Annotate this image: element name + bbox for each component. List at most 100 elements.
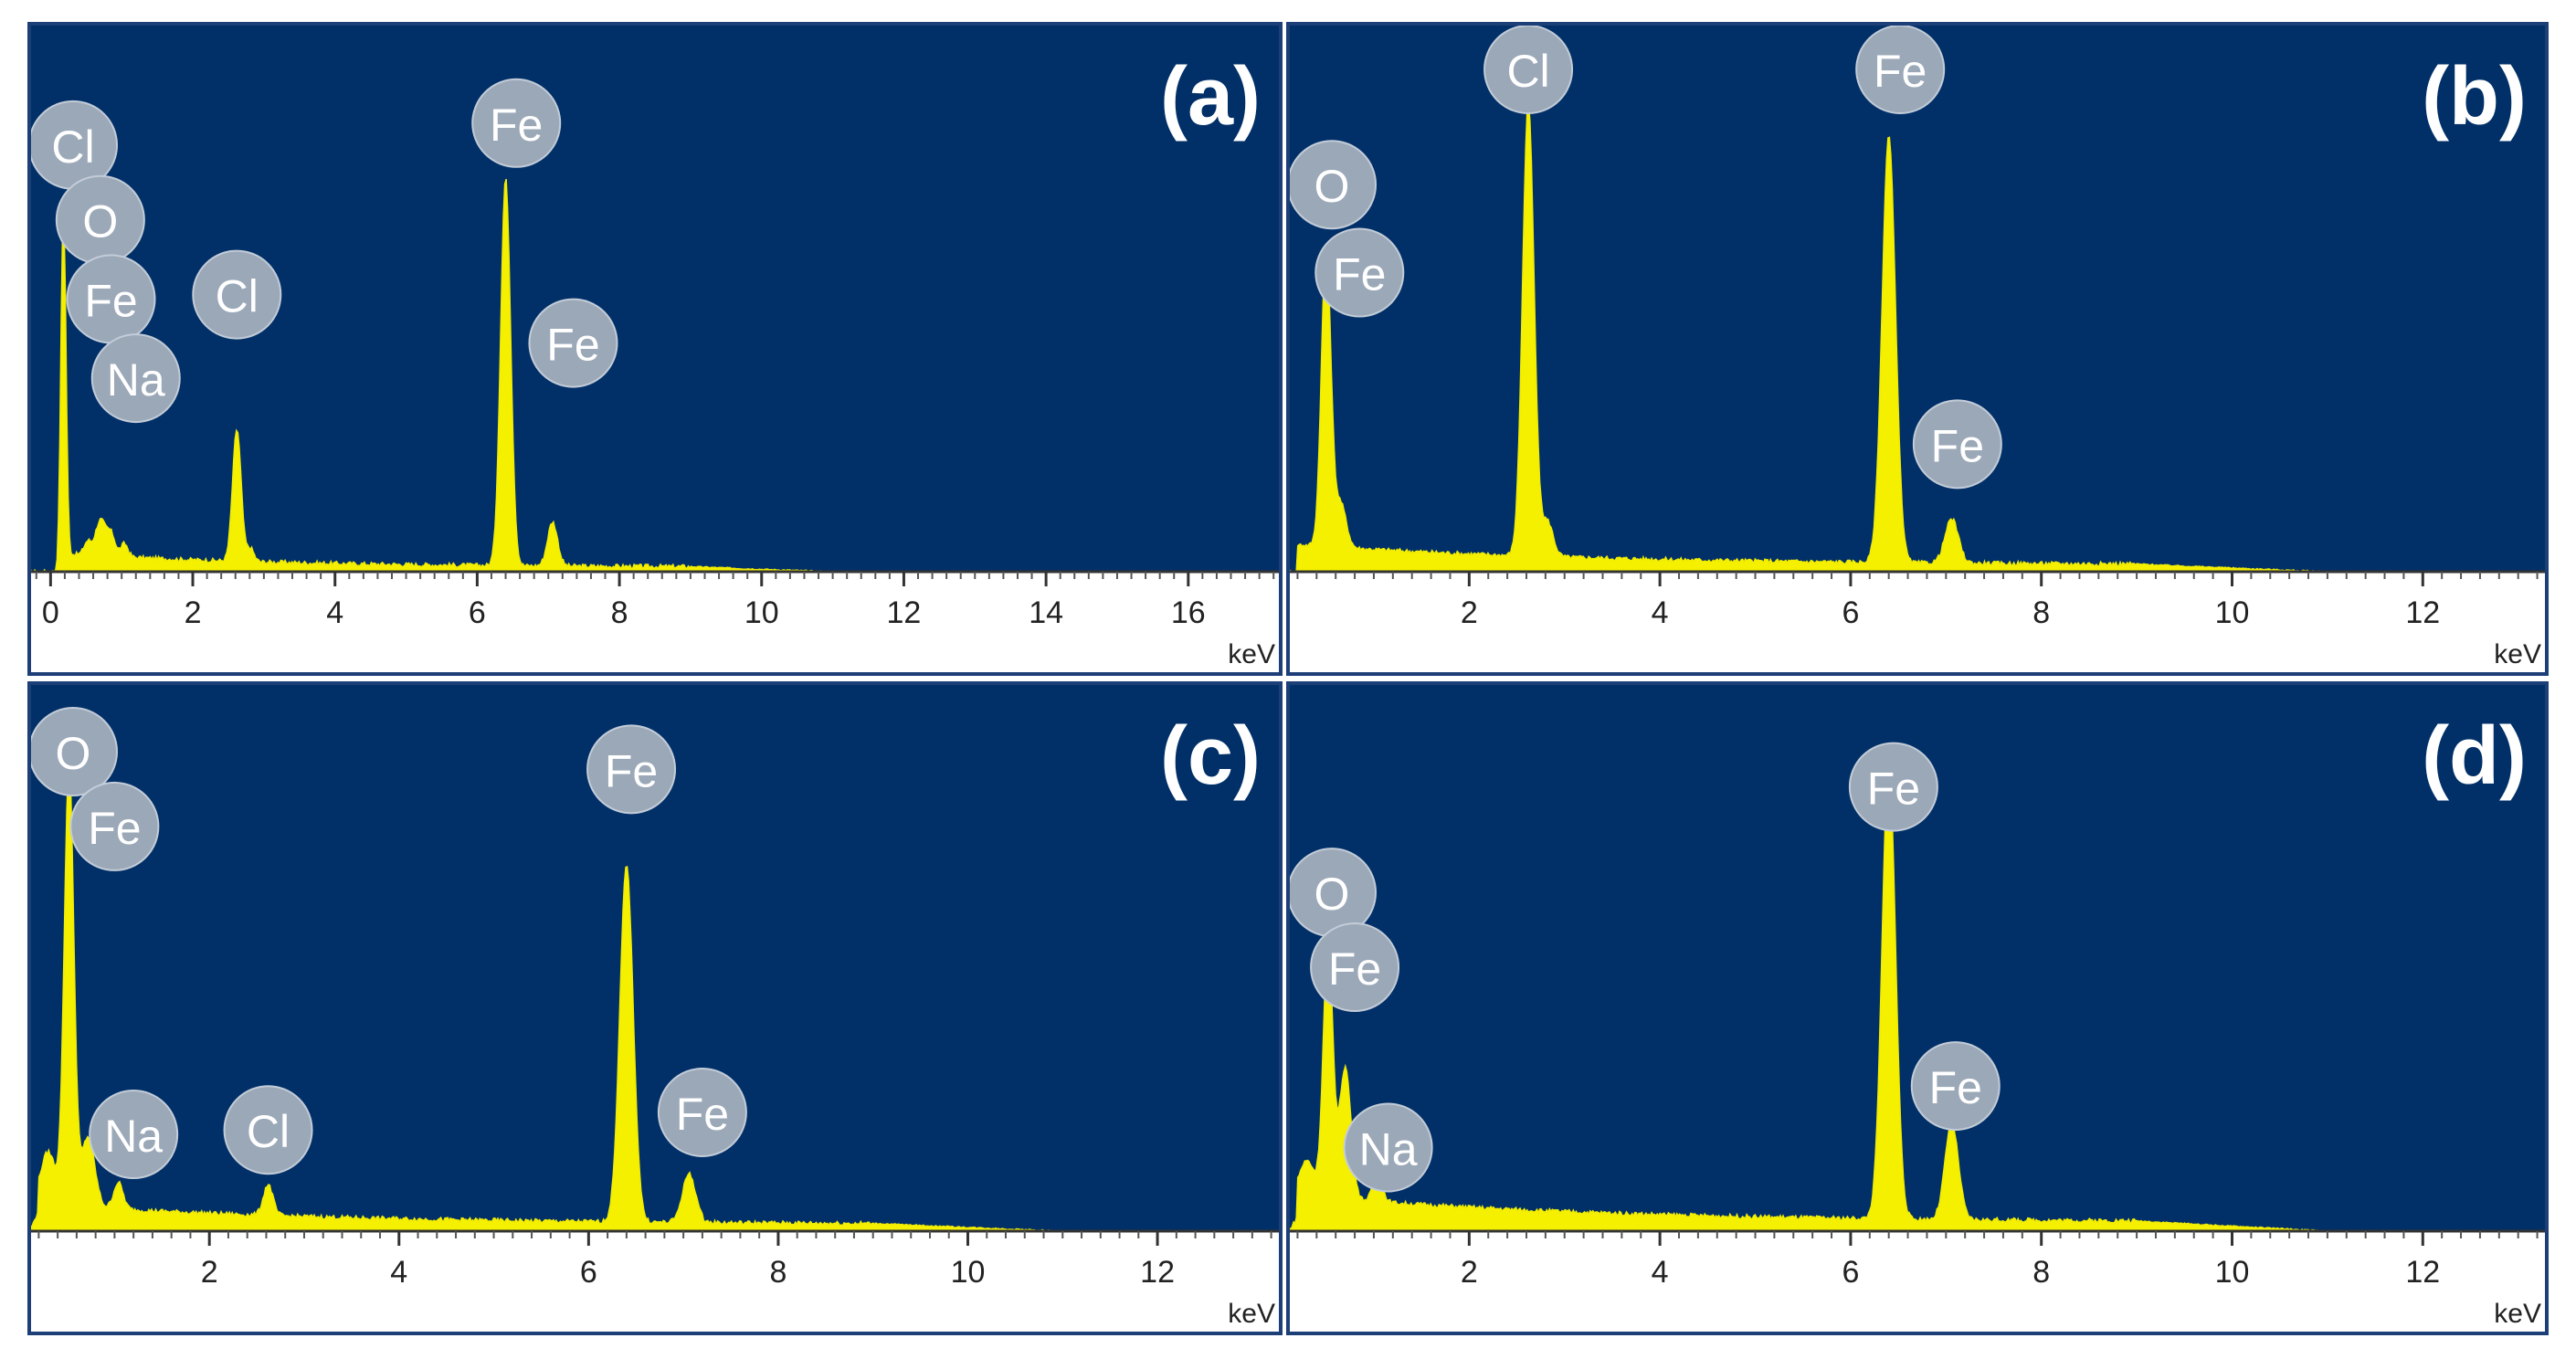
element-label-fe: Fe: [1910, 1041, 2001, 1132]
element-symbol: Fe: [546, 320, 599, 371]
element-bubble: [90, 333, 181, 424]
panel-frame: [1286, 22, 2549, 676]
element-label-cl: Cl: [28, 100, 118, 190]
x-tick-label: 4: [1652, 1255, 1669, 1290]
x-tick-label: 2: [201, 1255, 218, 1290]
element-label-o: O: [28, 707, 118, 797]
x-tick-label: 4: [1652, 595, 1669, 630]
element-label-fe: Fe: [586, 724, 677, 815]
element-symbol: Fe: [1328, 943, 1381, 995]
panel-label: (d): [2422, 711, 2527, 802]
axis-strip: [1288, 1231, 2547, 1333]
element-label-o: O: [1287, 848, 1377, 938]
element-label-cl: Cl: [192, 249, 282, 340]
element-label-fe: Fe: [69, 781, 160, 871]
x-tick-label: 8: [769, 1255, 787, 1290]
x-tick-label: 4: [390, 1255, 407, 1290]
panel-label: (c): [1160, 711, 1261, 802]
x-tick-label: 14: [1029, 595, 1063, 630]
element-symbol: Na: [104, 1111, 163, 1162]
element-symbol: Fe: [1333, 249, 1386, 300]
x-tick-label: 8: [2032, 595, 2050, 630]
x-tick-label: 0: [42, 595, 59, 630]
element-bubble: [1314, 227, 1405, 318]
x-tick-label: 10: [2215, 1255, 2250, 1290]
element-bubble: [1343, 1102, 1433, 1193]
element-bubble: [586, 724, 677, 815]
element-symbol: O: [1314, 869, 1350, 920]
x-tick-label: 12: [887, 595, 922, 630]
element-label-o: O: [55, 174, 145, 265]
spectrum-panel-a: 0 2 4 6 8 10 12 14 16 keV (a) Cl O Fe Na Cl Fe Fe: [27, 22, 1283, 676]
element-symbol: Fe: [88, 803, 141, 854]
element-label-fe: Fe: [528, 298, 618, 388]
panel-label: (a): [1160, 51, 1261, 142]
element-bubble: [1910, 1041, 2001, 1132]
x-tick-label: 2: [1461, 1255, 1478, 1290]
panel-frame: [27, 681, 1283, 1335]
element-symbol: O: [1314, 161, 1350, 212]
element-bubble: [657, 1067, 747, 1157]
x-axis-unit-label: keV: [2494, 639, 2541, 669]
element-label-fe: Fe: [657, 1067, 747, 1157]
element-bubble: [89, 1090, 179, 1180]
x-tick-label: 10: [744, 595, 779, 630]
element-bubble: [1848, 742, 1938, 832]
x-tick-label: 12: [1140, 1255, 1175, 1290]
element-symbol: Cl: [51, 121, 94, 173]
element-symbol: Fe: [1931, 420, 1984, 471]
x-axis-unit-label: keV: [1228, 639, 1275, 669]
element-symbol: Fe: [1867, 764, 1920, 815]
spectrum-panel-d: 2 4 6 8 10 12 keV (d) O Fe Na Fe Fe: [1286, 681, 2549, 1335]
x-axis-unit-label: keV: [2494, 1299, 2541, 1329]
x-tick-label: 6: [469, 595, 486, 630]
x-tick-label: 10: [2215, 595, 2250, 630]
element-symbol: Na: [107, 354, 165, 406]
element-label-na: Na: [1343, 1102, 1433, 1193]
x-tick-label: 12: [2405, 1255, 2440, 1290]
element-symbol: Fe: [1929, 1062, 1982, 1113]
element-label-fe: Fe: [1912, 399, 2002, 490]
x-axis-unit-label: keV: [1228, 1299, 1275, 1329]
element-bubble: [1912, 399, 2002, 490]
axis-strip: [29, 1231, 1281, 1333]
panel-frame: [27, 22, 1283, 676]
element-label-fe: Fe: [471, 78, 562, 168]
element-symbol: Fe: [1874, 46, 1927, 97]
element-symbol: Fe: [84, 275, 137, 326]
axis-strip: [1288, 572, 2547, 674]
element-bubble: [1310, 922, 1400, 1013]
plot-area: [1288, 24, 2547, 572]
element-bubble: [69, 781, 160, 871]
element-symbol: Na: [1359, 1123, 1418, 1175]
panel-label: (b): [2422, 51, 2527, 142]
element-label-na: Na: [89, 1090, 179, 1180]
element-bubble: [471, 78, 562, 168]
x-tick-label: 6: [1842, 1255, 1859, 1290]
x-tick-label: 12: [2405, 595, 2440, 630]
element-label-cl: Cl: [1483, 25, 1574, 114]
element-label-cl: Cl: [223, 1085, 313, 1175]
spectrum-panel-c: 2 4 6 8 10 12 keV (c) O Fe Na Cl Fe Fe: [27, 681, 1283, 1335]
x-tick-label: 6: [1842, 595, 1859, 630]
element-symbol: Cl: [247, 1106, 290, 1157]
x-tick-label: 10: [951, 1255, 986, 1290]
element-label-o: O: [1287, 140, 1377, 230]
element-label-fe: Fe: [66, 254, 156, 344]
element-symbol: Fe: [490, 100, 543, 151]
element-symbol: Fe: [676, 1089, 729, 1140]
axis-strip: [29, 572, 1281, 674]
element-label-na: Na: [90, 333, 181, 424]
x-tick-label: 2: [1461, 595, 1478, 630]
element-symbol: Fe: [605, 745, 658, 796]
x-tick-label: 6: [580, 1255, 597, 1290]
element-symbol: O: [82, 196, 118, 248]
element-label-fe: Fe: [1848, 742, 1938, 832]
element-symbol: Cl: [216, 271, 259, 322]
x-tick-label: 4: [326, 595, 343, 630]
element-label-fe: Fe: [1314, 227, 1405, 318]
x-tick-label: 8: [2032, 1255, 2050, 1290]
element-bubble: [192, 249, 282, 340]
element-bubble: [223, 1085, 313, 1175]
